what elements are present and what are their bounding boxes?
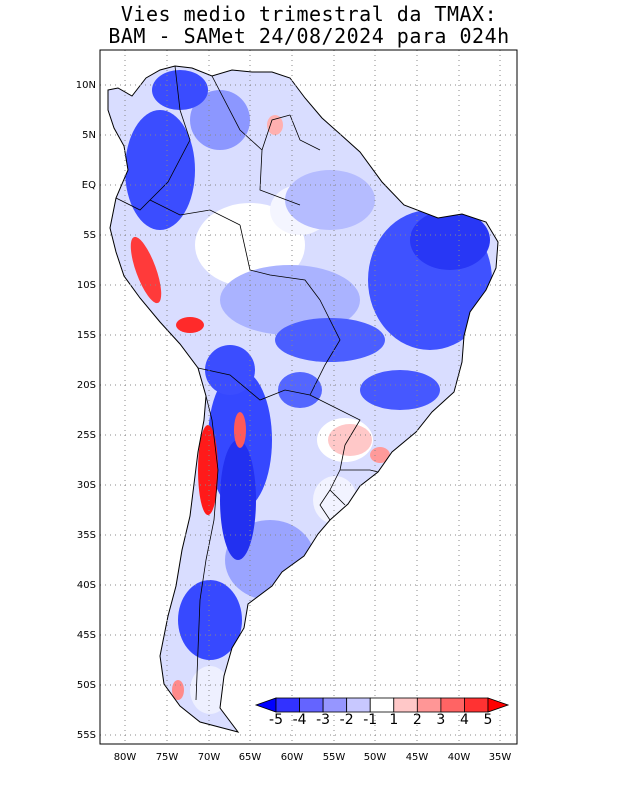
- border-colombia-peru: [149, 199, 241, 226]
- lat-label: 50S: [77, 680, 96, 691]
- colorbar-swatch: [299, 697, 324, 713]
- lat-label: 5N: [82, 130, 96, 141]
- border-bolivia-brazil: [309, 299, 341, 396]
- warm-region-peru-coast: [130, 236, 162, 304]
- colorbar-label: 5: [484, 712, 493, 728]
- lat-label: 10S: [77, 280, 96, 291]
- lat-label: EQ: [82, 180, 96, 191]
- colorbar-label: -4: [293, 712, 307, 728]
- border-bolivia-south: [197, 367, 311, 401]
- colorbar-label: -3: [316, 712, 330, 728]
- border-colombia-venezuela: [149, 65, 191, 201]
- colorbar-label: 3: [436, 712, 445, 728]
- map-title-line1: Vies medio trimestral da TMAX:: [120, 2, 498, 26]
- colorbar-label: 4: [460, 712, 469, 728]
- lat-label: 20S: [77, 380, 96, 391]
- colorbar-swatch: [464, 697, 489, 713]
- colorbar-swatch: [416, 697, 442, 713]
- cold-region-mato-grosso: [275, 318, 385, 362]
- colorbar-right-arrow: [487, 697, 510, 713]
- border-suriname: [289, 114, 321, 151]
- lon-label: 55W: [323, 752, 346, 763]
- warm-region-peru-south: [176, 317, 204, 333]
- lon-label: 50W: [364, 752, 387, 763]
- lat-label: 15S: [77, 330, 96, 341]
- cold-region-bolivia: [205, 345, 255, 395]
- colorbar-swatch: [393, 697, 418, 713]
- bias-field: [125, 70, 492, 714]
- cold-region-chaco: [278, 372, 322, 408]
- lat-label: 5S: [83, 230, 96, 241]
- cold-region-patagonia: [178, 580, 242, 660]
- border-paraguay: [309, 394, 361, 446]
- lat-label: 45S: [77, 630, 96, 641]
- map-frame-border: [99, 49, 518, 745]
- border-argentina-brazil: [329, 444, 346, 506]
- colorbar-label: 1: [389, 712, 398, 728]
- lon-label: 75W: [156, 752, 179, 763]
- map-title-line2: BAM - SAMet 24/08/2024 para 024h: [108, 24, 510, 48]
- colorbar-swatch: [369, 697, 395, 713]
- lat-label: 25S: [77, 430, 96, 441]
- coastline: [107, 65, 499, 733]
- colorbar-label: -5: [269, 712, 283, 728]
- warm-region-guyana: [267, 115, 283, 135]
- lon-label: 45W: [406, 752, 429, 763]
- mild-cold-region-north: [285, 170, 375, 230]
- border-peru-brazil: [239, 224, 321, 301]
- strong-cold-region-andes-east: [220, 440, 256, 560]
- lon-label: 60W: [281, 752, 304, 763]
- colorbar-swatch: [346, 697, 371, 713]
- border-chile-argentina: [195, 395, 219, 701]
- mild-cold-region-central: [220, 265, 360, 335]
- cold-region-colombia: [125, 110, 195, 230]
- lat-label: 30S: [77, 480, 96, 491]
- colorbar-label: 2: [413, 712, 422, 728]
- lon-label: 65W: [239, 752, 262, 763]
- lon-label: 40W: [448, 752, 471, 763]
- warm-region-andes: [234, 412, 246, 448]
- lat-label: 40S: [77, 580, 96, 591]
- colorbar-legend: -5 -4 -3 -2 -1 1 2 3 4 5: [254, 697, 510, 728]
- neutral-region-patagonia-south: [190, 666, 230, 714]
- colorbar-label: -1: [363, 712, 377, 728]
- cold-region-caribbean: [152, 70, 208, 110]
- border-uruguay-argentina: [319, 489, 331, 521]
- country-borders: [115, 65, 379, 701]
- lat-label: 10N: [76, 80, 96, 91]
- strong-cold-region-northeast: [410, 210, 490, 270]
- lat-label: 35S: [77, 530, 96, 541]
- slight-warm-region-parana: [328, 424, 372, 456]
- lat-label: 55S: [77, 730, 96, 741]
- cold-region-southeast-brazil: [360, 370, 440, 410]
- latitude-labels: 10N 5N EQ 5S 10S 15S 20S 25S 30S 35S 40S…: [76, 80, 96, 741]
- strong-warm-region-chile: [198, 425, 218, 515]
- lon-label: 35W: [489, 752, 512, 763]
- colorbar-label: -2: [340, 712, 354, 728]
- colorbar-swatch: [440, 697, 465, 713]
- lon-label: 70W: [198, 752, 221, 763]
- colorbar-swatch: [322, 697, 348, 713]
- border-guyana: [261, 114, 291, 151]
- lon-label: 80W: [114, 752, 137, 763]
- longitude-labels: 80W 75W 70W 65W 60W 55W 50W 45W 40W 35W: [114, 752, 512, 763]
- colorbar-swatch: [275, 697, 300, 713]
- graticule: [100, 50, 517, 744]
- border-ecuador: [115, 197, 151, 211]
- border-uruguay-brazil: [340, 469, 379, 473]
